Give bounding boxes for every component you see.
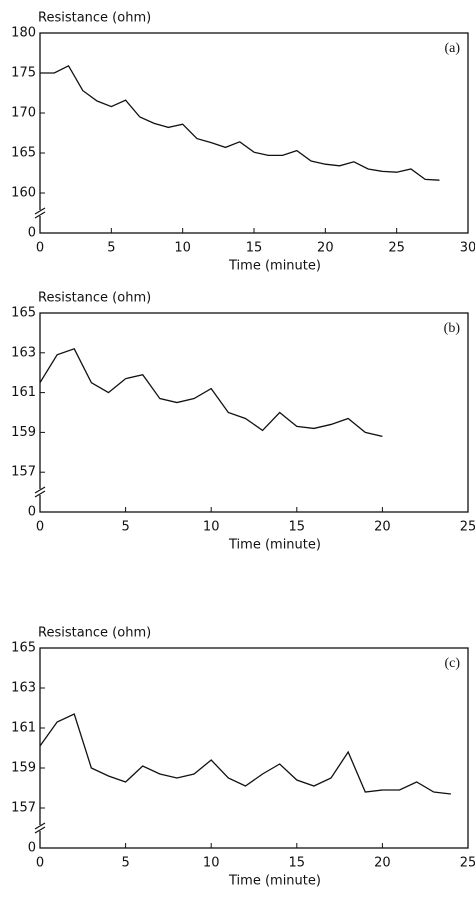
y-tick-label: 165 xyxy=(11,306,36,321)
x-axis-label: Time (minute) xyxy=(228,874,321,889)
y-tick-label: 161 xyxy=(11,385,36,400)
x-tick-label: 5 xyxy=(121,520,129,535)
data-line xyxy=(40,64,440,181)
y-tick-label: 180 xyxy=(11,26,36,41)
data-line xyxy=(39,713,451,795)
x-tick-label: 10 xyxy=(174,241,191,256)
axis-break xyxy=(34,486,46,498)
x-axis-label: Time (minute) xyxy=(228,538,321,553)
y-tick-label: 0 xyxy=(28,841,36,856)
x-tick-label: 30 xyxy=(460,241,475,256)
x-tick-label: 5 xyxy=(121,856,129,871)
axis-break-gap xyxy=(37,210,43,216)
x-tick-label: 20 xyxy=(317,241,334,256)
y-tick-label: 0 xyxy=(28,226,36,241)
plot-frame xyxy=(39,312,469,513)
y-tick-label: 163 xyxy=(11,681,36,696)
y-tick-label: 0 xyxy=(28,505,36,520)
x-tick-label: 0 xyxy=(36,520,44,535)
y-tick-label: 163 xyxy=(11,345,36,360)
x-tick-label: 20 xyxy=(374,520,391,535)
x-tick-label: 20 xyxy=(374,856,391,871)
y-tick-label: 161 xyxy=(11,721,36,736)
axis-break xyxy=(34,207,46,219)
data-line xyxy=(39,348,383,438)
y-tick-label: 157 xyxy=(11,465,36,480)
axis-break xyxy=(34,822,46,834)
y-axis-label: Resistance (ohm) xyxy=(38,11,151,26)
y-tick-label: 170 xyxy=(11,106,36,121)
x-tick-label: 15 xyxy=(289,856,306,871)
y-tick-label: 159 xyxy=(11,425,36,440)
axis-break-gap xyxy=(37,489,43,495)
y-tick-label: 165 xyxy=(11,641,36,656)
x-tick-label: 10 xyxy=(203,520,220,535)
x-tick-label: 15 xyxy=(289,520,306,535)
x-tick-label: 10 xyxy=(203,856,220,871)
x-tick-label: 0 xyxy=(36,856,44,871)
x-tick-label: 15 xyxy=(246,241,263,256)
y-axis-label: Resistance (ohm) xyxy=(38,291,151,306)
annotation: (a) xyxy=(444,41,460,56)
plot-frame xyxy=(39,32,469,234)
x-tick-label: 25 xyxy=(460,856,475,871)
x-tick-label: 0 xyxy=(36,241,44,256)
y-tick-label: 165 xyxy=(11,146,36,161)
plot-frame xyxy=(39,647,469,849)
y-tick-label: 157 xyxy=(11,801,36,816)
x-tick-label: 25 xyxy=(388,241,405,256)
y-axis-label: Resistance (ohm) xyxy=(38,626,151,641)
x-tick-label: 25 xyxy=(460,520,475,535)
y-tick-label: 175 xyxy=(11,66,36,81)
y-tick-label: 160 xyxy=(11,186,36,201)
x-axis-label: Time (minute) xyxy=(228,259,321,274)
annotation: (c) xyxy=(444,656,460,671)
x-tick-label: 5 xyxy=(107,241,115,256)
axis-break-gap xyxy=(37,825,43,831)
annotation: (b) xyxy=(444,321,461,336)
y-tick-label: 159 xyxy=(11,761,36,776)
